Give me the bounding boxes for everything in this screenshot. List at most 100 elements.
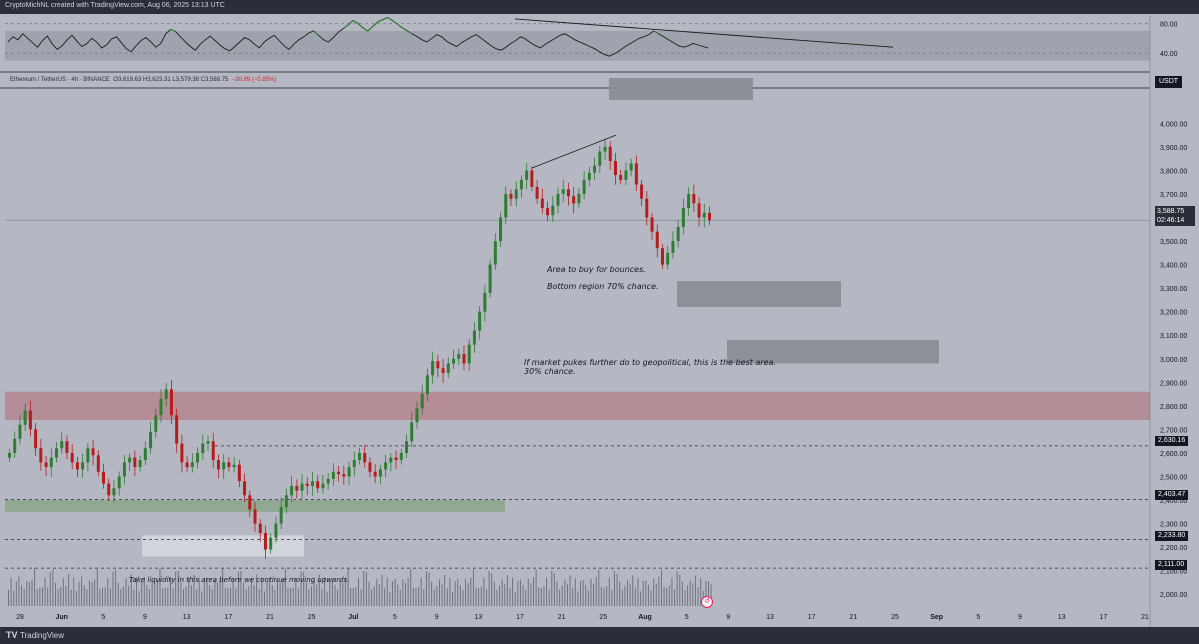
time-tick-label: 13 [183,614,191,621]
candle-body [337,471,341,475]
volume-bar [470,577,472,606]
volume-bar [514,591,516,606]
volume-bar [115,570,117,606]
volume-bar [360,588,362,606]
currency-badge[interactable]: USDT [1155,76,1183,88]
volume-bar [650,590,652,606]
rsi-overbought-segment [397,23,403,29]
volume-bar [352,587,354,606]
volume-bar [600,587,602,606]
volume-bar [543,586,545,606]
candle-body [660,248,664,265]
candle-body [117,476,121,489]
candle-body [702,212,706,218]
candle-body [692,193,696,204]
candle-body [436,361,440,369]
candle-body [363,452,367,463]
volume-bar [125,578,127,606]
volume-bar [386,577,388,606]
candle-body [138,460,142,468]
candle-body [598,151,602,166]
volume-bar [47,587,49,606]
level-tag-2233: 2,233.80 [1155,531,1189,541]
volume-bar [645,580,647,606]
volume-bar [36,589,38,606]
volume-bar [117,582,119,606]
candle-body [216,460,220,470]
volume-bar [580,581,582,606]
price-tick-label: 2,500.00 [1160,475,1187,482]
candle-body [399,452,403,461]
volume-bar [169,577,171,606]
candle-body [577,193,581,204]
volume-bar [222,568,224,606]
candle-body [342,474,346,477]
volume-bar [277,579,279,606]
price-tick-label: 3,700.00 [1160,192,1187,199]
volume-bar [472,569,474,606]
candle-body [566,189,570,197]
symbol-name: Ethereum / TetherUS · 4h · BINANCE [10,77,110,83]
time-tick-label: 25 [308,614,316,621]
volume-bar [193,574,195,606]
volume-bar [363,571,365,606]
volume-bar [616,574,618,606]
rsi-overbought-segment [382,16,388,21]
geopolitical-zone [727,339,939,364]
volume-bar [120,588,122,606]
candle-body [122,462,126,477]
replay-icon[interactable]: ↺ [701,596,713,608]
volume-bar [128,585,130,606]
time-tick-label: 21 [1141,614,1149,621]
volume-bar [274,589,276,606]
candle-body [572,196,576,204]
volume-bar [230,587,232,606]
volume-bar [297,588,299,606]
candle-body [441,368,445,373]
candle-body [190,462,194,468]
volume-bar [175,571,177,606]
volume-bar [647,584,649,606]
candle-body [102,471,106,484]
volume-bar [347,568,349,606]
volume-bar [235,588,237,606]
volume-bar [279,582,281,606]
volume-bar [143,577,145,606]
resistance-zone [5,391,1150,420]
symbol-legend[interactable]: Ethereum / TetherUS · 4h · BINANCE O3,61… [10,77,276,83]
volume-bar [467,583,469,606]
time-tick-label: 5 [685,614,689,621]
candle-body [70,452,74,463]
volume-bar [462,589,464,606]
volume-bar [295,577,297,606]
volume-bar [329,581,331,606]
top-bar: CryptoMichNL created with TradingView.co… [0,0,1199,14]
candle-body [546,208,550,216]
price-tick-label: 2,000.00 [1160,592,1187,599]
volume-bar [663,586,665,606]
candle-body [60,441,64,449]
volume-bar [240,571,242,606]
volume-bar [376,579,378,606]
candle-body [478,311,482,331]
volume-bar [553,573,555,606]
volume-bar [587,590,589,606]
volume-bar [595,577,597,606]
candle-body [196,452,200,463]
time-tick-label: Jul [348,614,358,621]
volume-bar [634,587,636,606]
candle-body [619,175,623,180]
volume-bar [180,582,182,606]
volume-bar [412,587,414,606]
volume-bar [660,570,662,606]
volume-bar [81,576,83,606]
volume-bar [284,568,286,606]
volume-bar [107,577,109,606]
candle-body [331,471,335,479]
candle-body [373,471,377,477]
volume-bar [569,575,571,606]
time-tick-label: 25 [891,614,899,621]
volume-bar [681,581,683,606]
volume-bar [70,589,72,606]
